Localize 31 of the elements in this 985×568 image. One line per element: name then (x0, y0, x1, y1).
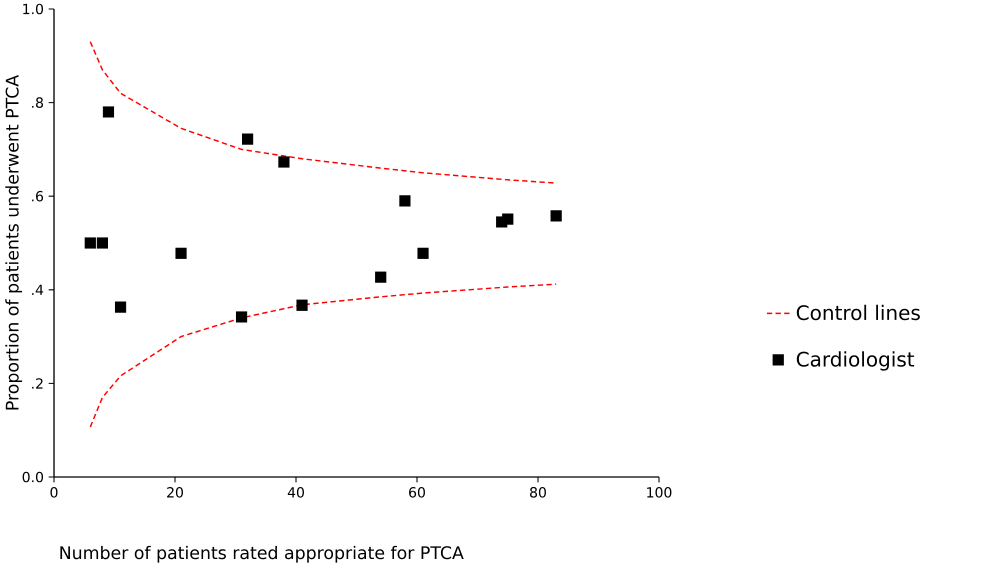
x-tick-label: 100 (647, 487, 672, 498)
x-tick-label: 0 (50, 487, 58, 498)
legend-label: Control lines (796, 304, 920, 320)
y-tick-label: .8 (32, 97, 43, 108)
point (278, 156, 290, 168)
x-tick-label: 20 (167, 487, 183, 498)
point (375, 272, 386, 283)
point (242, 134, 254, 145)
point (550, 210, 562, 222)
legend-label: Cardiologist (796, 351, 914, 371)
line-series (90, 283, 557, 428)
point (417, 248, 429, 259)
y-tick-label: 1.0 (23, 4, 44, 14)
point (114, 302, 126, 313)
point (236, 311, 248, 323)
x-tick-label: 40 (288, 487, 304, 498)
point (399, 195, 411, 206)
y-tick-label: .4 (32, 284, 44, 295)
x-tick-label: 80 (530, 487, 546, 498)
point (102, 106, 114, 118)
point (502, 214, 514, 225)
x-tick-label: 60 (409, 487, 425, 498)
x-axis-title: Number of patients rated appropriate for PTCA (60, 546, 464, 563)
y-tick-label: 0.0 (22, 472, 44, 482)
y-tick-label: .2 (32, 378, 43, 389)
point (96, 237, 108, 249)
point (175, 248, 187, 259)
point (84, 237, 96, 249)
y-tick-label: .6 (32, 190, 44, 202)
point (296, 300, 308, 311)
y-axis-title: Proportion of patients underwent PTCA (5, 74, 22, 410)
